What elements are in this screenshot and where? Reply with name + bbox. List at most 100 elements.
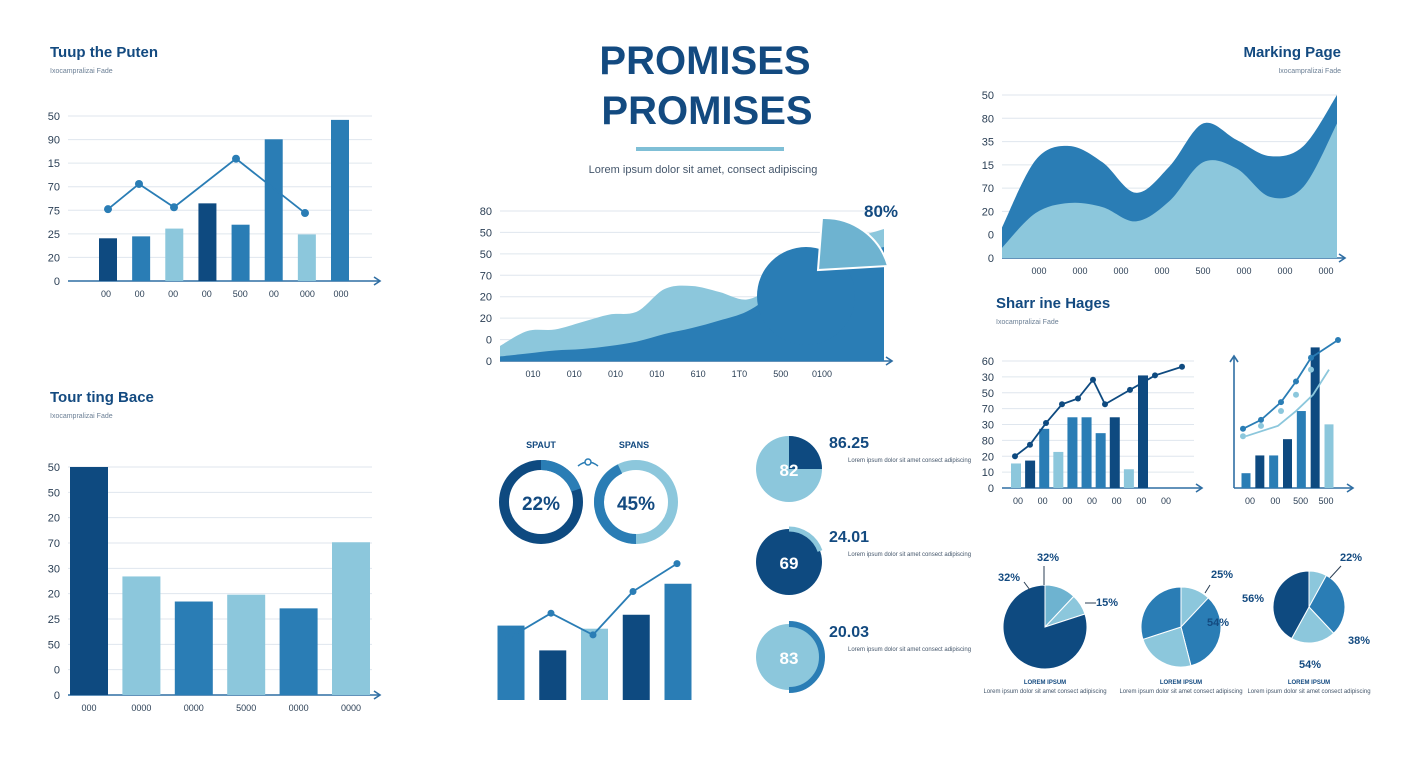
pie3-slice	[1290, 606, 1335, 644]
page-title-line1: PROMISES	[599, 39, 810, 83]
topright_area-x-arrow	[1338, 253, 1347, 263]
bottomleft-ytick: 50	[48, 462, 60, 474]
midright_combo-bar	[1011, 463, 1021, 488]
midright_combo-ytick: 30	[982, 372, 994, 384]
center_combo-point	[505, 634, 513, 642]
midright_small-bar	[1324, 424, 1334, 488]
bottomleft-xtick: 000	[81, 703, 96, 713]
midright_combo-ytick: 0	[988, 483, 994, 495]
center_combo-point	[629, 588, 637, 595]
topleft-bar	[198, 203, 217, 281]
midright_small-bar	[1255, 455, 1265, 488]
bottomleft-xtick: 0000	[341, 703, 361, 713]
bottomleft-ytick: 20	[48, 513, 60, 525]
topright_area-xtick: 500	[1195, 266, 1210, 276]
kpi1-wedge	[789, 436, 822, 469]
topleft-ytick: 70	[48, 182, 60, 194]
kpi1-center: 82	[780, 461, 799, 480]
bottomleft-ytick: 50	[48, 487, 60, 499]
topleft-xtick: 00	[101, 289, 111, 299]
topleft-bar	[231, 224, 250, 281]
midright_combo-xtick: 00	[1161, 496, 1171, 506]
topleft-ytick: 0	[54, 276, 60, 288]
topleft-bar	[297, 234, 316, 281]
topleft-xtick: 00	[168, 289, 178, 299]
pie3-label: 56%	[1242, 593, 1264, 605]
topleft-ytick: 75	[48, 205, 60, 217]
center_combo-point	[547, 609, 555, 617]
midright_small-y-arrow	[1229, 354, 1239, 363]
donut-connector-dot	[584, 458, 592, 466]
topleft-ytick: 90	[48, 135, 60, 147]
center_combo-point	[673, 560, 681, 568]
center_area-ytick: 20	[480, 313, 492, 325]
topleft-xtick: 000	[333, 289, 348, 299]
topright_area-xtick: 000	[1277, 266, 1292, 276]
kpi3-value: 20.03	[829, 624, 869, 641]
topright_area-ytick: 70	[982, 183, 994, 195]
topleft-xtick: 00	[202, 289, 212, 299]
midright_combo-xtick: 00	[1112, 496, 1122, 506]
midright_combo-ytick: 80	[982, 435, 994, 447]
pie3-label: 22%	[1340, 552, 1362, 564]
pie3-label: 54%	[1299, 659, 1321, 671]
topright_area-chart: 0 0 20 70 15 35 80 50 000 000 000 000 500 000 000 000	[982, 90, 1347, 276]
center_area-ytick: 80	[480, 206, 492, 218]
kpi3-caption: Lorem ipsum dolor sit amet consect adipi…	[848, 647, 971, 653]
pie1-slice	[1002, 584, 1088, 670]
center_area-xtick: 010	[567, 369, 582, 379]
bottomleft-bar	[227, 594, 266, 695]
panel-subtitle-mid-right: Ixocampralizai Fade	[996, 319, 1059, 326]
pie3-label: 38%	[1348, 635, 1370, 647]
midright_small-point	[1258, 416, 1264, 423]
panel-subtitle-mid-left: Ixocampralizai Fade	[50, 413, 113, 420]
page-subtitle: Lorem ipsum dolor sit amet, consect adip…	[589, 164, 818, 176]
midright_combo-xtick: 00	[1136, 496, 1146, 506]
donut1-segment	[540, 460, 581, 492]
kpi1-caption: Lorem ipsum dolor sit amet consect adipi…	[848, 458, 971, 464]
midright_combo-xtick: 00	[1013, 496, 1023, 506]
donut2-segment	[594, 464, 637, 544]
center_area-ytick: 20	[480, 292, 492, 304]
topleft-xtick: 000	[300, 289, 315, 299]
midright_small-point	[1293, 391, 1299, 398]
center_area-xtick: 010	[608, 369, 623, 379]
midright_combo-point	[1127, 386, 1133, 393]
topright_area-xtick: 000	[1318, 266, 1333, 276]
pie1-leader	[1023, 581, 1031, 591]
bottomleft-xtick: 0000	[289, 703, 309, 713]
kpi3-center: 83	[780, 649, 799, 668]
midright_combo-ytick: 70	[982, 404, 994, 416]
panel-subtitle-top-right: Ixocampralizai Fade	[1278, 68, 1341, 75]
center_area-xtick: 1T0	[732, 369, 748, 379]
topleft-bar	[264, 139, 283, 281]
center_area-ytick: 50	[480, 227, 492, 239]
topleft-bar	[132, 236, 151, 281]
kpi2-value: 24.01	[829, 529, 869, 546]
kpi1-value: 86.25	[829, 435, 869, 452]
pie2-slice	[1140, 586, 1182, 640]
midright_small-xtick: 00	[1270, 496, 1280, 506]
midright_combo-bar	[1081, 417, 1092, 488]
pie1-label: 32%	[998, 572, 1020, 584]
topleft-ytick: 50	[48, 111, 60, 123]
topright_area-ytick: 80	[982, 113, 994, 125]
midright_combo-ytick: 60	[982, 356, 994, 368]
topleft-bar	[331, 119, 349, 281]
donut1: 22%	[499, 460, 583, 544]
donut1-label: SPAUT	[526, 440, 556, 450]
midright_small-line2	[1245, 369, 1330, 438]
midright_combo-point	[1012, 453, 1018, 460]
center_combo-point	[589, 631, 597, 639]
bottomleft-bar	[122, 576, 161, 695]
pie1-chart: 32% 15% 32%	[998, 552, 1118, 670]
kpi3-arc	[788, 621, 825, 693]
bottomleft-ytick: 20	[48, 589, 60, 601]
center_combo-bar	[664, 583, 692, 700]
midright_combo-bar	[1138, 375, 1148, 488]
pie2-leader	[1204, 584, 1211, 594]
midright_small-xtick: 00	[1245, 496, 1255, 506]
pie1-caption-title: LOREM IPSUM	[1024, 680, 1066, 686]
midright_combo-ytick: 50	[982, 388, 994, 400]
